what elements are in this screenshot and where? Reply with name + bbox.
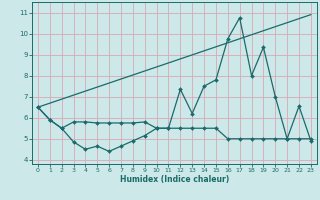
X-axis label: Humidex (Indice chaleur): Humidex (Indice chaleur) bbox=[120, 175, 229, 184]
